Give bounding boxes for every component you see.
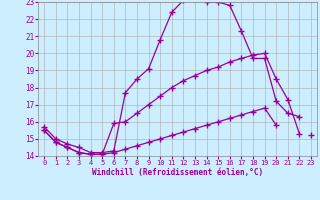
X-axis label: Windchill (Refroidissement éolien,°C): Windchill (Refroidissement éolien,°C) bbox=[92, 168, 263, 177]
